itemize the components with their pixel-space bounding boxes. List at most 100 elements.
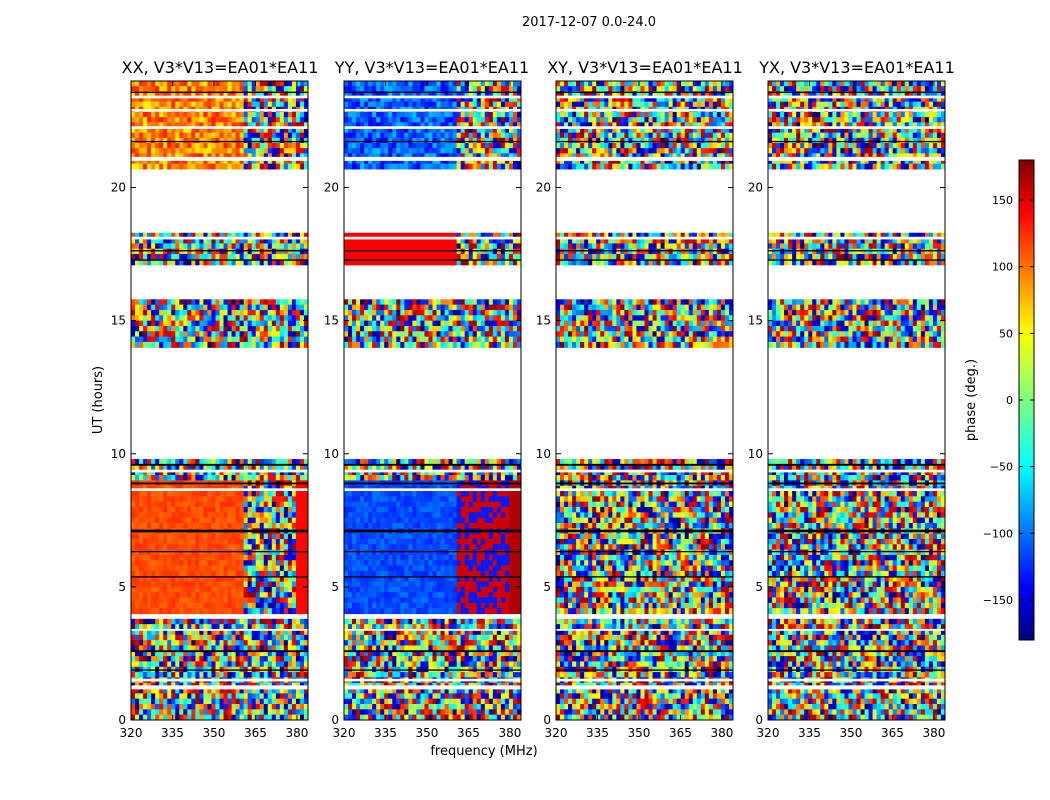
heatmap-cell <box>287 507 293 513</box>
heatmap-cell <box>440 656 446 663</box>
heatmap-cell <box>175 576 180 583</box>
heatmap-cell <box>243 148 249 154</box>
heatmap-cell <box>295 538 301 545</box>
heatmap-cell <box>247 304 253 311</box>
heatmap-cell <box>464 688 470 694</box>
heatmap-cell <box>243 608 249 615</box>
heatmap-cell <box>364 464 369 471</box>
heatmap-cell <box>179 549 184 556</box>
heatmap-cell <box>139 608 144 615</box>
heatmap-cell <box>159 560 164 567</box>
heatmap-cell <box>135 143 140 149</box>
heatmap-cell <box>183 517 188 524</box>
heatmap-cell <box>191 554 196 561</box>
heatmap-cell <box>135 91 140 98</box>
heatmap-cell <box>167 650 172 657</box>
heatmap-cell <box>131 137 136 144</box>
heatmap-cell <box>199 153 205 160</box>
heatmap-cell <box>295 640 301 647</box>
heatmap-cell <box>291 137 297 144</box>
heatmap-cell <box>159 650 164 657</box>
heatmap-cell <box>380 645 385 652</box>
heatmap-cell <box>203 475 209 481</box>
heatmap-cell <box>259 459 265 465</box>
heatmap-cell <box>191 538 196 545</box>
heatmap-cell <box>452 714 458 720</box>
heatmap-cell <box>203 544 209 551</box>
heatmap-cell <box>452 624 458 631</box>
heatmap-cell <box>263 634 269 641</box>
heatmap-cell <box>283 586 289 593</box>
heatmap-cell <box>195 714 200 720</box>
heatmap-cell <box>187 304 192 311</box>
heatmap-cell <box>147 656 152 663</box>
heatmap-cell <box>452 656 458 663</box>
heatmap-cell <box>368 656 373 663</box>
heatmap-cell <box>472 507 478 513</box>
heatmap-cell <box>147 112 152 118</box>
heatmap-cell <box>199 650 205 657</box>
heatmap-cell <box>275 549 281 556</box>
heatmap-cell <box>460 522 466 529</box>
heatmap-cell <box>352 507 357 513</box>
heatmap-cell <box>227 698 233 705</box>
heatmap-cell <box>195 517 200 524</box>
heatmap-cell <box>464 618 470 625</box>
heatmap-cell <box>299 464 305 471</box>
heatmap-cell <box>163 512 168 519</box>
heatmap-cell <box>500 650 506 657</box>
heatmap-cell <box>448 475 454 481</box>
heatmap-cell <box>167 158 172 165</box>
heatmap-cell <box>271 304 277 311</box>
heatmap-cell <box>227 163 233 170</box>
heatmap-cell <box>147 517 152 524</box>
heatmap-cell <box>183 650 188 657</box>
heatmap-cell <box>251 315 257 322</box>
heatmap-cell <box>428 650 434 657</box>
heatmap-cell <box>155 122 160 129</box>
heatmap-cell <box>231 507 237 513</box>
heatmap-cell <box>195 81 200 87</box>
heatmap-cell <box>195 243 200 250</box>
heatmap-cell <box>287 122 293 129</box>
heatmap-cell <box>191 81 196 87</box>
heatmap-cell <box>384 517 389 524</box>
heatmap-cell <box>279 586 285 593</box>
heatmap-cell <box>432 650 438 657</box>
heatmap-cell <box>135 688 140 694</box>
heatmap-cell <box>512 629 518 636</box>
heatmap-cell <box>488 645 494 652</box>
heatmap-cell <box>195 549 200 556</box>
heatmap-cell <box>195 570 200 577</box>
heatmap-cell <box>295 688 301 694</box>
heatmap-cell <box>235 533 241 540</box>
heatmap-cell <box>155 608 160 615</box>
heatmap-cell <box>299 624 305 631</box>
heatmap-cell <box>275 496 281 503</box>
heatmap-cell <box>207 153 213 160</box>
heatmap-cell <box>271 336 277 343</box>
heatmap-cell <box>223 91 229 98</box>
heatmap-cell <box>163 581 168 588</box>
heatmap-cell <box>175 512 180 519</box>
heatmap-cell <box>247 592 253 599</box>
heatmap-cell <box>496 629 502 636</box>
heatmap-cell <box>223 693 229 700</box>
heatmap-cell <box>135 320 140 327</box>
heatmap-cell <box>372 517 377 524</box>
heatmap-cell <box>171 672 176 678</box>
heatmap-cell <box>303 315 308 322</box>
heatmap-cell <box>388 698 393 705</box>
heatmap-cell <box>151 549 156 556</box>
heatmap-cell <box>223 143 229 149</box>
heatmap-cell <box>352 693 357 700</box>
heatmap-cell <box>155 501 160 508</box>
heatmap-cell <box>496 704 502 710</box>
heatmap-cell <box>303 122 308 129</box>
heatmap-cell <box>408 512 413 519</box>
heatmap-cell <box>500 640 506 647</box>
heatmap-cell <box>135 512 140 519</box>
heatmap-cell <box>163 81 168 87</box>
heatmap-cell <box>203 640 209 647</box>
heatmap-cell <box>303 464 308 471</box>
